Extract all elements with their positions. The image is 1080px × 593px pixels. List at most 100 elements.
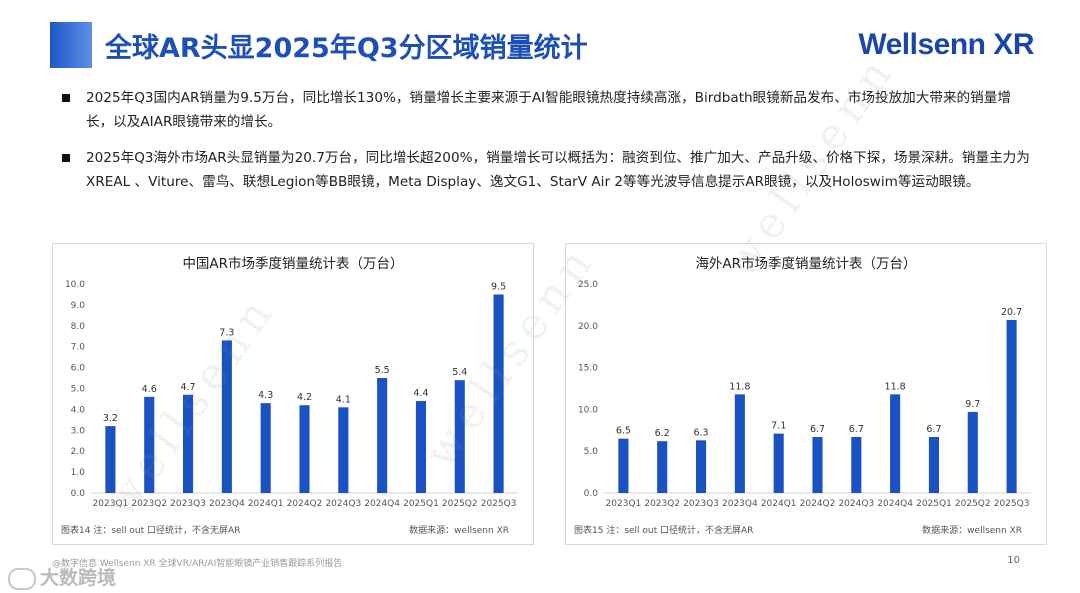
x-tick-label: 2023Q1 bbox=[93, 499, 129, 509]
watermark-logo-icon bbox=[8, 567, 36, 590]
data-label: 9.7 bbox=[965, 399, 980, 410]
bar bbox=[928, 436, 940, 493]
data-label: 7.3 bbox=[219, 327, 234, 338]
bar bbox=[338, 407, 349, 493]
data-label: 11.8 bbox=[885, 381, 906, 392]
y-tick-label: 25.0 bbox=[578, 280, 598, 290]
overseas-ar-bar-chart: 0.0 5.0 10.0 15.0 20.0 25.0 6.5 2023Q1 6.2 2023Q2… bbox=[578, 280, 1031, 509]
data-label: 6.7 bbox=[810, 424, 825, 435]
bullet-item: 2025年Q3海外市场AR头显销量为20.7万台，同比增长超200%，销量增长可… bbox=[60, 146, 1035, 194]
chart-source: 数据来源：wellsenn XR bbox=[409, 526, 509, 536]
data-label: 6.7 bbox=[926, 424, 941, 435]
y-tick-label: 2.0 bbox=[71, 447, 86, 457]
y-tick-label: 9.0 bbox=[71, 301, 86, 311]
bar bbox=[377, 378, 388, 493]
brand-logo: Wellsenn XR bbox=[858, 28, 1034, 61]
x-tick-label: 2025Q1 bbox=[403, 499, 439, 509]
data-label: 6.2 bbox=[655, 428, 670, 439]
y-tick-label: 20.0 bbox=[578, 322, 598, 332]
y-tick-label: 4.0 bbox=[71, 405, 86, 415]
chart-note: 图表14 注：sell out 口径统计，不含无屏AR bbox=[61, 526, 241, 536]
y-tick-label: 0.0 bbox=[584, 489, 599, 499]
bar bbox=[1006, 319, 1017, 493]
bar bbox=[967, 411, 978, 493]
y-tick-label: 6.0 bbox=[71, 364, 86, 374]
data-label: 5.4 bbox=[452, 367, 467, 378]
x-tick-label: 2023Q1 bbox=[606, 499, 642, 509]
chart-source: 数据来源：wellsenn XR bbox=[922, 526, 1022, 536]
bullet-text: 2025年Q3海外市场AR头显销量为20.7万台，同比增长超200%，销量增长可… bbox=[86, 150, 1030, 190]
x-tick-label: 2024Q4 bbox=[877, 499, 913, 509]
data-label: 6.5 bbox=[616, 426, 631, 437]
data-label: 4.7 bbox=[180, 382, 195, 393]
chart-title: 中国AR市场季度销量统计表（万台） bbox=[182, 256, 404, 272]
x-tick-label: 2023Q3 bbox=[683, 499, 719, 509]
bar bbox=[260, 403, 271, 493]
overseas-ar-chart-panel: 海外AR市场季度销量统计表（万台） 0.0 5.0 10.0 15.0 20.0 25.0… bbox=[565, 243, 1047, 545]
watermark-logo-text: 大数跨境 bbox=[40, 567, 117, 589]
bullet-item: 2025年Q3国内AR销量为9.5万台，同比增长130%，销量增长主要来源于AI… bbox=[60, 86, 1035, 134]
x-tick-label: 2024Q3 bbox=[325, 499, 361, 509]
bar bbox=[299, 405, 310, 493]
y-tick-label: 3.0 bbox=[71, 426, 86, 436]
bar bbox=[734, 394, 745, 493]
y-tick-label: 1.0 bbox=[71, 468, 86, 478]
page-title: 全球AR头显2025年Q3分区域销量统计 bbox=[105, 33, 588, 64]
bar bbox=[773, 433, 784, 493]
x-tick-label: 2024Q4 bbox=[364, 499, 400, 509]
x-tick-label: 2023Q4 bbox=[722, 499, 758, 509]
x-tick-label: 2025Q3 bbox=[481, 499, 517, 509]
bar bbox=[415, 401, 427, 493]
x-tick-label: 2024Q1 bbox=[248, 499, 284, 509]
y-tick-label: 5.0 bbox=[71, 385, 86, 395]
bar bbox=[454, 380, 465, 493]
bar bbox=[221, 340, 232, 493]
bullet-square-icon bbox=[62, 94, 70, 102]
bullet-text: 2025年Q3国内AR销量为9.5万台，同比增长130%，销量增长主要来源于AI… bbox=[86, 90, 1011, 130]
title-accent-bar bbox=[50, 22, 92, 68]
y-tick-label: 0.0 bbox=[71, 489, 86, 499]
x-tick-label: 2025Q2 bbox=[442, 499, 478, 509]
data-label: 7.1 bbox=[771, 421, 786, 432]
x-tick-label: 2024Q2 bbox=[800, 499, 836, 509]
y-tick-label: 8.0 bbox=[71, 322, 86, 332]
bar bbox=[890, 394, 901, 493]
bar bbox=[182, 394, 194, 493]
y-tick-label: 10.0 bbox=[65, 280, 85, 290]
bar bbox=[493, 294, 504, 493]
data-label: 6.3 bbox=[693, 427, 708, 438]
china-ar-bar-chart: 0.0 1.0 2.0 3.0 4.0 5.0 6.0 7.0 8.0 9.0 10.0 3.2 202… bbox=[65, 280, 518, 509]
x-tick-label: 2023Q3 bbox=[170, 499, 206, 509]
x-tick-label: 2025Q1 bbox=[916, 499, 952, 509]
data-label: 4.6 bbox=[142, 384, 157, 395]
bar bbox=[657, 441, 668, 493]
x-tick-label: 2023Q4 bbox=[209, 499, 245, 509]
page-number: 10 bbox=[1007, 555, 1020, 566]
x-tick-label: 2025Q2 bbox=[955, 499, 991, 509]
data-label: 4.2 bbox=[297, 392, 312, 403]
x-tick-label: 2024Q2 bbox=[287, 499, 323, 509]
x-tick-label: 2025Q3 bbox=[994, 499, 1030, 509]
y-tick-label: 10.0 bbox=[578, 405, 598, 415]
y-tick-label: 7.0 bbox=[71, 343, 86, 353]
data-label: 4.4 bbox=[413, 388, 428, 399]
data-label: 4.3 bbox=[258, 390, 273, 401]
bar bbox=[144, 396, 155, 493]
bar bbox=[618, 438, 629, 493]
bullet-list: 2025年Q3国内AR销量为9.5万台，同比增长130%，销量增长主要来源于AI… bbox=[60, 86, 1035, 206]
watermark-logo: 大数跨境 bbox=[8, 563, 116, 590]
bar bbox=[851, 436, 862, 493]
chart-note: 图表15 注：sell out 口径统计，不含无屏AR bbox=[574, 526, 754, 536]
x-tick-label: 2024Q1 bbox=[761, 499, 797, 509]
y-tick-label: 5.0 bbox=[584, 447, 599, 457]
data-label: 5.5 bbox=[375, 365, 390, 376]
footer-text: @数字信息 Wellsenn XR 全球VR/AR/AI智能眼镜产业销售跟踪系列… bbox=[52, 559, 343, 569]
data-label: 3.2 bbox=[103, 413, 118, 424]
y-tick-label: 15.0 bbox=[578, 364, 598, 374]
data-label: 9.5 bbox=[491, 281, 506, 292]
china-ar-chart-panel: 中国AR市场季度销量统计表（万台） 0.0 1.0 2.0 3.0 4.0 5.0 6.0 7… bbox=[52, 243, 534, 545]
data-label: 6.7 bbox=[849, 424, 864, 435]
x-tick-label: 2023Q2 bbox=[131, 499, 167, 509]
chart-title: 海外AR市场季度销量统计表（万台） bbox=[695, 256, 917, 272]
x-tick-label: 2024Q3 bbox=[838, 499, 874, 509]
